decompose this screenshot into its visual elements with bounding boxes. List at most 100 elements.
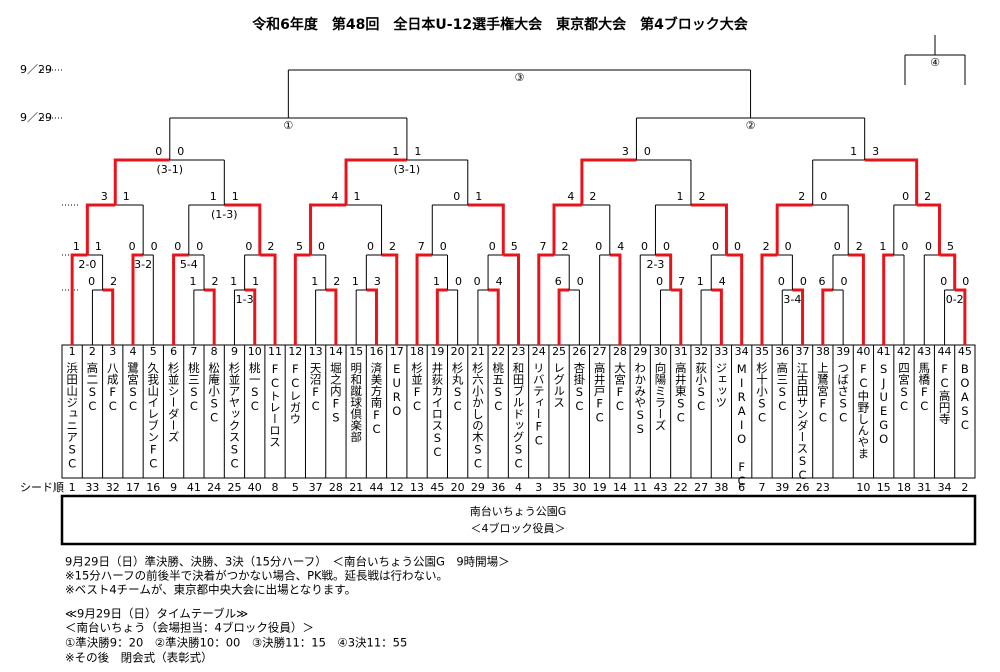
- team-name: 和田ブルドッグSC: [512, 362, 526, 471]
- score: 1: [697, 275, 704, 288]
- team-name: 浜田山ジュニアSC: [65, 362, 79, 471]
- team-number: 33: [714, 345, 728, 358]
- winner-line: [690, 203, 728, 255]
- seed: 26: [796, 481, 810, 494]
- team-number: 42: [897, 345, 911, 358]
- score: 6: [818, 275, 825, 288]
- team-number: 1: [69, 345, 76, 358]
- score: 0: [840, 275, 847, 288]
- score: 0: [453, 190, 460, 203]
- winner-line: [939, 253, 957, 290]
- team-name: 八成FC: [106, 362, 120, 413]
- match-label: ②: [746, 119, 756, 132]
- score: 0: [800, 275, 807, 288]
- team-name: 杉丸SC: [451, 361, 465, 413]
- score: 0: [367, 240, 374, 253]
- seed: 13: [410, 481, 424, 494]
- seed: 2: [961, 481, 968, 494]
- score: 2: [267, 240, 274, 253]
- team-number: 30: [654, 345, 668, 358]
- team-name: FCトレーロス: [268, 362, 282, 448]
- score: 0: [641, 240, 648, 253]
- seed: 14: [613, 481, 627, 494]
- team-name: 松庵小SC: [207, 361, 221, 424]
- team-name: EURO: [390, 362, 404, 418]
- team-name: FC高円寺: [938, 362, 952, 425]
- team-number: 25: [552, 345, 566, 358]
- seed: 38: [714, 481, 728, 494]
- score: 1: [354, 190, 361, 203]
- score: 2: [924, 190, 931, 203]
- team-name: 堀之内FS: [329, 361, 343, 424]
- team-number: 35: [755, 345, 769, 358]
- team-name: 杉並アヤックスSC: [227, 361, 241, 470]
- match-label: ③: [515, 71, 525, 84]
- score: 0: [656, 275, 663, 288]
- seed: 41: [187, 481, 201, 494]
- score: 0: [940, 275, 947, 288]
- seed: 24: [207, 481, 221, 494]
- seed: 34: [938, 481, 952, 494]
- note: ≪9月29日（日）タイムテーブル≫: [65, 607, 248, 621]
- winner-line: [557, 288, 570, 345]
- team-number: 6: [170, 345, 177, 358]
- winner-line: [293, 253, 311, 345]
- team-name: ジェッツ: [714, 362, 728, 408]
- seed: 11: [633, 481, 647, 494]
- score: 4: [332, 190, 339, 203]
- winner-line: [537, 253, 555, 345]
- seed: 43: [654, 481, 668, 494]
- score: 4: [567, 190, 574, 203]
- winner-line: [882, 253, 894, 345]
- match-label: ①: [283, 119, 293, 132]
- score: 2: [698, 190, 705, 203]
- team-number: 45: [958, 345, 972, 358]
- team-number: 8: [211, 345, 218, 358]
- seed: 37: [309, 481, 323, 494]
- team-name: 桃一SC: [248, 361, 262, 413]
- score: 0: [577, 275, 584, 288]
- score: 2: [389, 240, 396, 253]
- score: 1: [352, 275, 359, 288]
- pk-score: (1-3): [211, 208, 238, 221]
- team-name: 杉六小かしの木SC: [471, 361, 485, 470]
- team-name: MIRAIO FC: [735, 362, 749, 488]
- team-name: 久我山イレブンFC: [146, 362, 160, 471]
- score: 0: [88, 275, 95, 288]
- team-name: 桃三SC: [187, 361, 201, 413]
- score: 0: [834, 240, 841, 253]
- score: 2: [562, 240, 569, 253]
- team-name: 杉並シーダーズ: [167, 361, 181, 442]
- team-name: BOASC: [958, 362, 972, 432]
- seed: 21: [349, 481, 363, 494]
- seed: 12: [390, 481, 404, 494]
- team-name: 済美方南FC: [369, 361, 383, 436]
- score: 5: [296, 240, 303, 253]
- seed: 30: [572, 481, 586, 494]
- score: 0: [177, 145, 184, 158]
- score: 2: [110, 275, 117, 288]
- team-name: 大宮FC: [613, 361, 627, 413]
- seed: 5: [292, 481, 299, 494]
- team-number: 44: [938, 345, 952, 358]
- winner-line: [344, 158, 407, 205]
- winner-line: [864, 158, 919, 205]
- winner-line: [259, 253, 277, 345]
- pk-score: 1-3: [236, 293, 254, 306]
- score: 1: [879, 240, 886, 253]
- seed: 8: [272, 481, 279, 494]
- third-place-bracket: [904, 35, 966, 85]
- team-number: 3: [109, 345, 116, 358]
- winner-line: [726, 253, 744, 345]
- team-name: つばさSC: [836, 362, 850, 425]
- seed-label: シード順: [20, 481, 64, 494]
- winner-line: [172, 253, 189, 345]
- score: 1: [232, 190, 239, 203]
- team-name: 桃五SC: [491, 361, 505, 413]
- team-name: 鷺宮SC: [126, 361, 140, 413]
- team-number: 12: [288, 345, 302, 358]
- seed: 39: [775, 481, 789, 494]
- pk-score: 5-4: [180, 258, 198, 271]
- score: 4: [496, 275, 503, 288]
